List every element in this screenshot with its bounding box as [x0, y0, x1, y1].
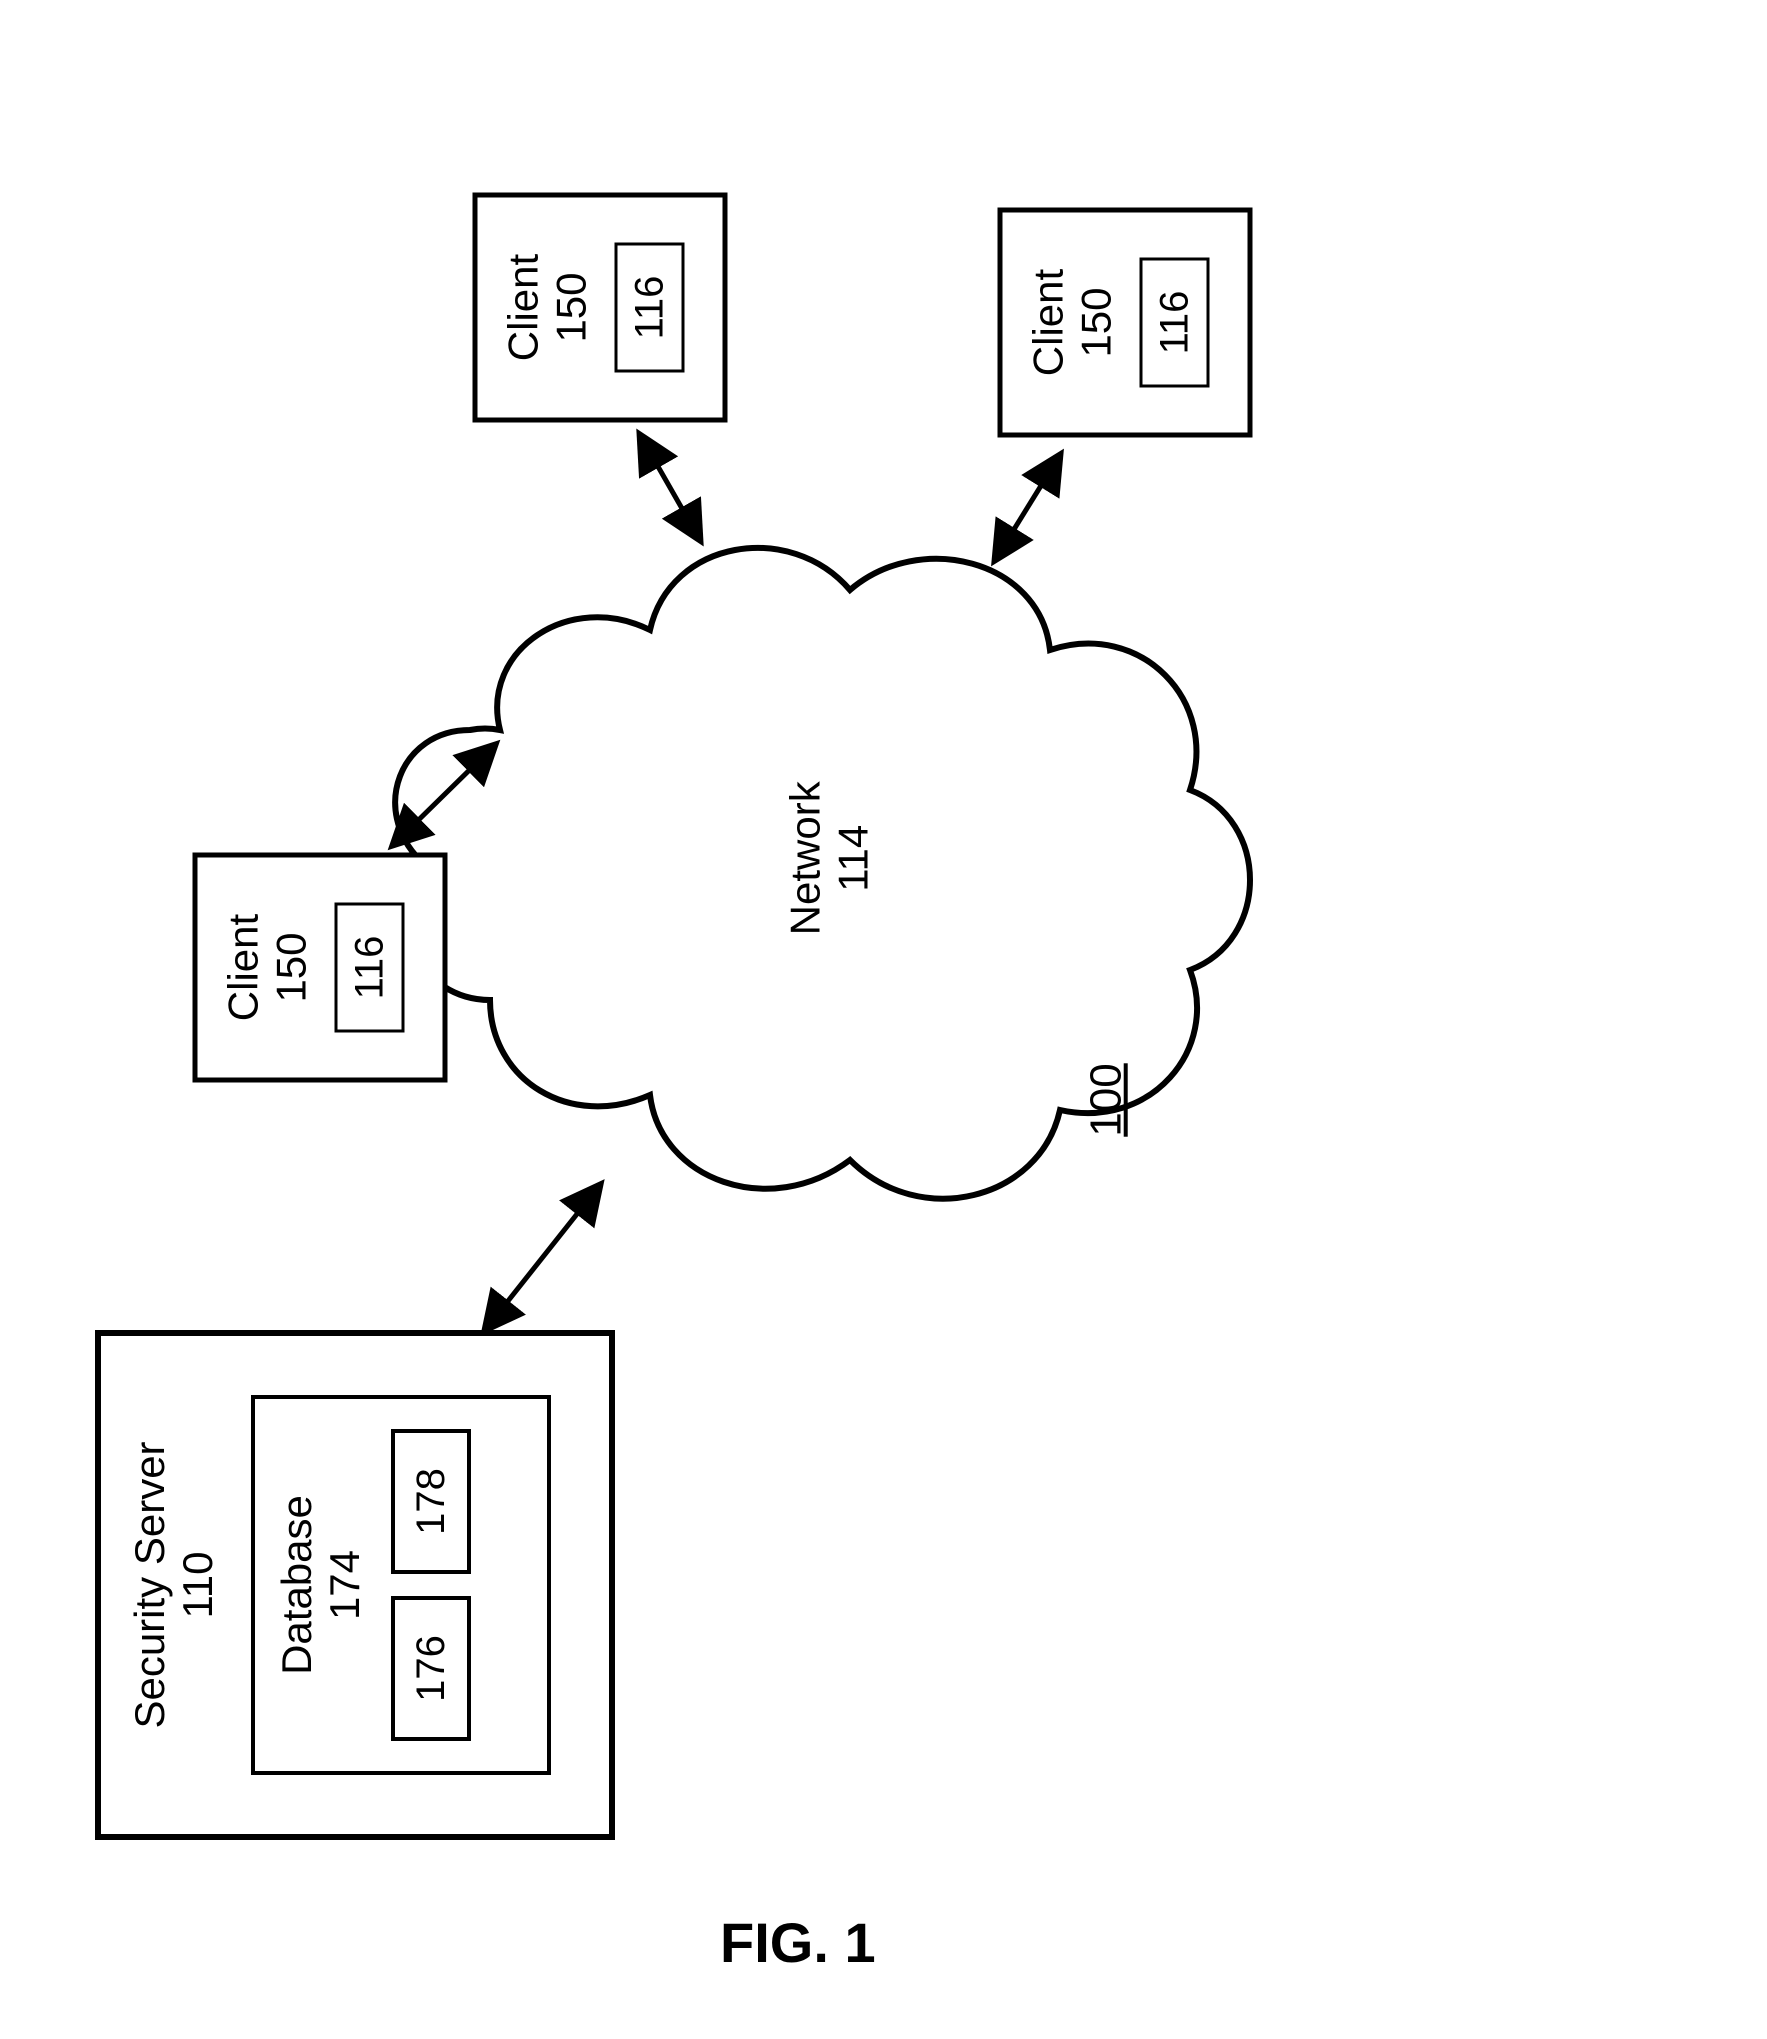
- database-box: Database 174 176 178: [251, 1395, 551, 1775]
- client-module-1: 116: [334, 903, 404, 1033]
- server-box: Security Server 110 Database 174 176 178: [95, 1330, 615, 1840]
- database-sub-b: 178: [391, 1429, 471, 1574]
- arrow-client-left: [393, 745, 495, 845]
- system-ref: 100: [1082, 1063, 1132, 1136]
- client-module-3: 116: [1139, 258, 1209, 388]
- client-module-2: 116: [614, 243, 684, 373]
- client-ref: 150: [268, 914, 316, 1021]
- database-sub-b-ref: 178: [408, 1468, 454, 1535]
- client-ref: 150: [1073, 269, 1121, 376]
- database-ref: 174: [321, 1495, 369, 1675]
- network-ref: 114: [830, 758, 878, 958]
- arrow-client-top-left: [640, 435, 700, 540]
- network-label-group: Network 114: [782, 758, 879, 958]
- network-label: Network: [782, 758, 830, 958]
- server-label: Security Server: [126, 1441, 174, 1728]
- diagram-canvas: Network 114 Client 150 116 Client 150 11…: [0, 0, 1767, 2039]
- client-label: Client: [220, 914, 268, 1021]
- database-label: Database: [273, 1495, 321, 1675]
- client-module-ref: 116: [626, 276, 672, 340]
- client-box-3: Client 150 116: [998, 208, 1253, 438]
- arrow-server: [485, 1185, 600, 1330]
- client-module-ref: 116: [346, 936, 392, 1000]
- server-ref: 110: [174, 1441, 222, 1728]
- database-sub-a: 176: [391, 1596, 471, 1741]
- client-module-ref: 116: [1151, 291, 1197, 355]
- client-box-1: Client 150 116: [193, 853, 448, 1083]
- client-ref: 150: [548, 254, 596, 361]
- database-sub-a-ref: 176: [408, 1635, 454, 1702]
- client-label: Client: [1025, 269, 1073, 376]
- figure-label: FIG. 1: [720, 1910, 876, 1975]
- client-label: Client: [500, 254, 548, 361]
- client-box-2: Client 150 116: [473, 193, 728, 423]
- arrow-client-top-right: [995, 455, 1060, 560]
